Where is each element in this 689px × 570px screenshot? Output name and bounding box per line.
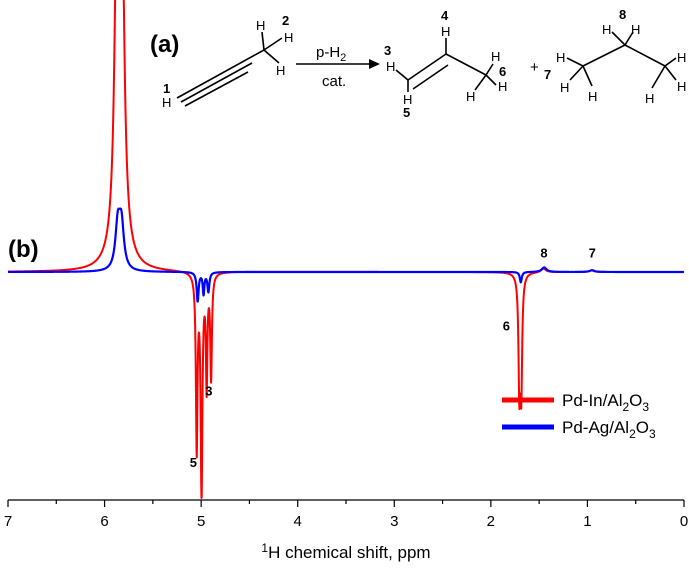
x-tick-label: 6 — [100, 513, 108, 530]
x-tick-label: 1 — [583, 513, 591, 530]
proton-number: 4 — [441, 8, 449, 23]
bond-line — [263, 37, 283, 51]
x-tick-label: 3 — [390, 513, 398, 530]
bond-line — [412, 64, 449, 90]
proton-number: 1 — [163, 81, 170, 96]
atom-label: H — [677, 50, 686, 65]
legend-label-2: Pd-Ag/Al2O3 — [562, 418, 656, 441]
bond-line — [184, 71, 249, 107]
bond-line — [180, 62, 253, 103]
x-tick-label: 2 — [487, 513, 495, 530]
bond-line — [176, 49, 265, 99]
atom-label: H — [162, 95, 171, 110]
reagent-label: p-H2 — [316, 44, 346, 64]
proton-number: 7 — [544, 67, 551, 82]
atom-label: H — [560, 80, 569, 95]
atom-label: H — [602, 22, 611, 37]
propyne-structure: H 1 H H H 2 — [162, 13, 293, 110]
bond-line — [569, 65, 584, 81]
x-tick-label: 4 — [294, 513, 302, 530]
arrow-head — [369, 59, 380, 69]
x-axis-ticks: 7 6 5 4 3 2 1 0 — [4, 500, 688, 530]
bond-line — [624, 31, 634, 46]
atom-label: H — [498, 79, 507, 94]
x-axis-title: 1H chemical shift, ppm — [261, 541, 430, 562]
atom-label: H — [677, 79, 686, 94]
bond-line — [474, 74, 487, 91]
x-axis: 7 6 5 4 3 2 1 0 1H chemical shift, ppm — [4, 499, 688, 562]
bond-line — [651, 65, 666, 89]
peak-label: 8 — [540, 246, 547, 261]
atom-label: H — [276, 63, 285, 78]
atom-label: H — [256, 18, 265, 33]
atom-label: H — [588, 89, 597, 104]
bond-line — [485, 63, 494, 76]
reaction-arrow: p-H2 cat. — [296, 44, 380, 90]
bond-line — [566, 57, 584, 67]
legend-label-1: Pd-In/Al2O3 — [562, 391, 649, 414]
atom-label: H — [645, 91, 654, 106]
bond-line — [582, 65, 593, 87]
bond-line — [664, 65, 677, 81]
bond-line — [664, 57, 677, 67]
atom-label: H — [631, 22, 640, 37]
proton-number: 5 — [403, 105, 410, 120]
proton-number: 8 — [619, 7, 626, 22]
bond-line — [582, 44, 626, 67]
proton-number: 3 — [384, 43, 391, 58]
bond-line — [485, 74, 497, 86]
plus-sign: + — [530, 59, 539, 76]
atom-label: H — [386, 59, 395, 74]
peak-annotations: 453687 — [190, 246, 596, 470]
atom-label: H — [441, 24, 450, 39]
atom-label: H — [466, 89, 475, 104]
x-tick-label: 7 — [4, 513, 12, 530]
bond-line — [407, 53, 447, 81]
atom-label: H — [491, 49, 500, 64]
legend: Pd-In/Al2O3 Pd-Ag/Al2O3 — [502, 391, 656, 441]
panel-label-a: (a) — [150, 31, 179, 58]
atom-label: H — [556, 50, 565, 65]
panel-label-b: (b) — [8, 236, 39, 263]
atom-label: H — [284, 30, 293, 45]
bond-line — [261, 31, 265, 51]
peak-label: 7 — [589, 246, 596, 261]
bond-line — [445, 53, 487, 76]
series-layer — [7, 0, 685, 499]
peak-label: 6 — [503, 319, 510, 334]
bond-line — [263, 49, 280, 64]
proton-number: 2 — [282, 13, 289, 28]
bond-line — [395, 69, 409, 81]
bond-line — [611, 31, 626, 46]
propane-structure: 8 H H 7 H H H H H H — [544, 7, 686, 106]
x-tick-label: 5 — [197, 513, 205, 530]
reaction-scheme: H 1 H H H 2 p-H2 cat. 4 H 3 — [162, 7, 686, 120]
peak-label: 3 — [205, 384, 212, 399]
x-tick-label: 0 — [680, 513, 688, 530]
propene-structure: 4 H 3 H H 5 H H H 6 — [384, 8, 507, 120]
proton-number: 6 — [499, 64, 506, 79]
catalyst-label: cat. — [322, 73, 346, 90]
peak-label: 5 — [190, 455, 197, 470]
atom-label: H — [403, 92, 412, 107]
series-line-2 — [7, 207, 685, 303]
bond-line — [624, 44, 666, 67]
spectrum-plot: 4 5 3 6 8 7 7 6 5 4 3 2 1 0 1H chemical shift, ppm P… — [4, 0, 688, 562]
